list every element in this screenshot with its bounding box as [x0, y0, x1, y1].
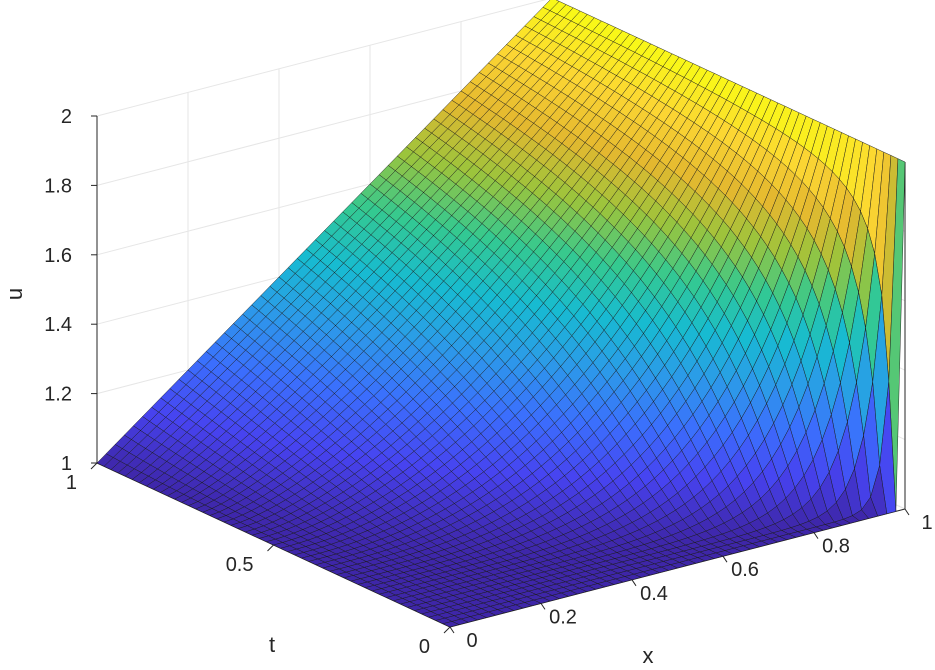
t-axis-label: t [269, 632, 275, 657]
t-tick-label: 1 [66, 472, 77, 494]
x-tick-label: 0.8 [822, 536, 850, 558]
t-tick-label: 0.5 [226, 554, 254, 576]
axis-labels: x t u [2, 288, 654, 668]
t-tick [267, 544, 274, 552]
x-axis-label: x [643, 643, 654, 668]
x-tick-label: 0.4 [640, 583, 668, 605]
u-tick-label: 1.2 [44, 384, 72, 406]
t-tick-label: 0 [419, 636, 430, 658]
x-tick-label: 0.6 [731, 559, 759, 581]
x-tick [904, 508, 910, 516]
surface-mesh [96, 0, 906, 628]
x-tick [813, 532, 819, 539]
u-tick-label: 2 [61, 106, 72, 128]
x-tick-label: 0.2 [549, 606, 577, 628]
u-tick-label: 1.8 [44, 175, 72, 197]
t-tick [443, 626, 451, 634]
u-tick-label: 1.4 [44, 314, 72, 336]
t-tick [90, 462, 98, 470]
x-tick [540, 603, 546, 610]
x-tick [631, 579, 637, 587]
x-tick [722, 555, 728, 563]
x-tick [449, 626, 455, 634]
surface-quad [442, 621, 460, 628]
u-tick-label: 1.6 [44, 245, 72, 267]
x-tick-label: 1 [921, 512, 932, 534]
u-axis-label: u [2, 288, 27, 300]
x-tick-label: 0 [466, 630, 477, 652]
u-tick-label: 1 [61, 453, 72, 475]
grid-line-u [96, 0, 547, 117]
